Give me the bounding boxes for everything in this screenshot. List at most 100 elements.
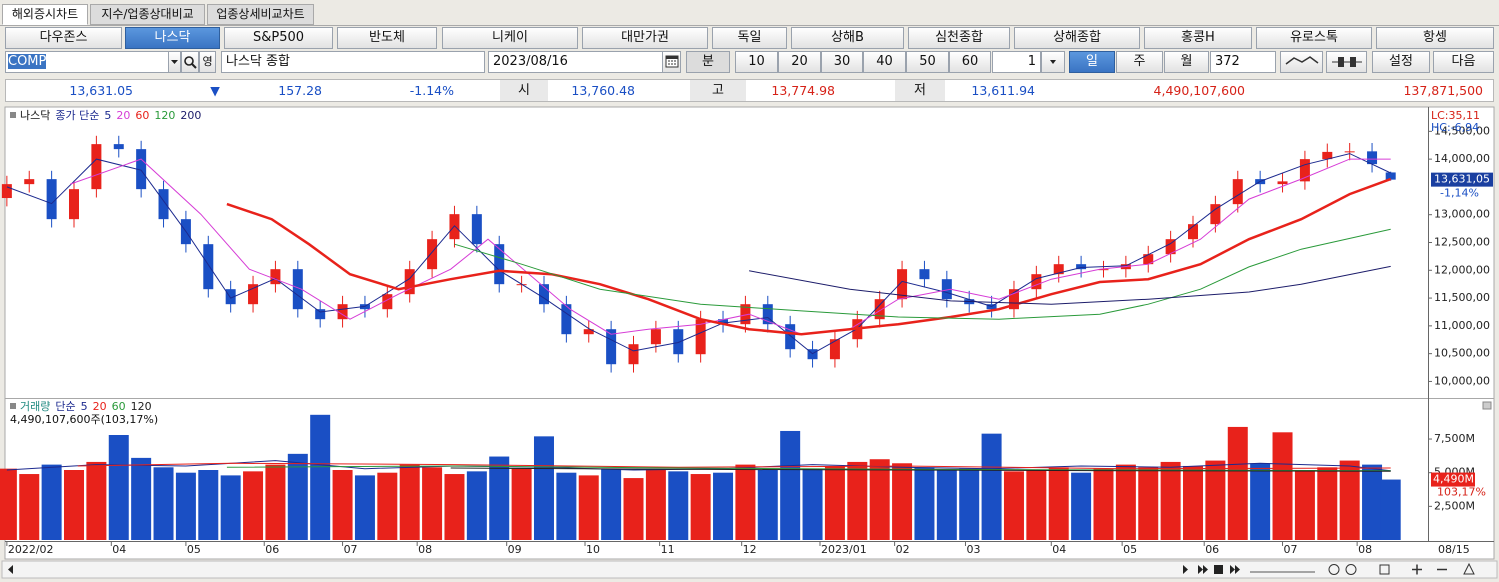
candle-body bbox=[292, 269, 303, 310]
candle-body bbox=[897, 269, 908, 300]
candle-body bbox=[69, 189, 80, 220]
volume-bar bbox=[668, 471, 689, 540]
volume-bar bbox=[578, 475, 599, 540]
legend-entry: 60 bbox=[135, 109, 149, 122]
next-button[interactable]: 다음 bbox=[1433, 51, 1494, 73]
zoom-in[interactable] bbox=[1412, 564, 1422, 575]
date-input[interactable]: 2023/08/16 bbox=[488, 51, 663, 73]
candle-icon bbox=[1331, 57, 1362, 67]
x-tick-label: 12 bbox=[743, 543, 757, 556]
candle-style-button[interactable] bbox=[1326, 51, 1367, 73]
period-button[interactable]: 주 bbox=[1116, 51, 1163, 73]
market-button[interactable]: 니케이 bbox=[442, 27, 578, 49]
step-dropdown[interactable] bbox=[1041, 51, 1065, 73]
tab[interactable]: 해외증시차트 bbox=[2, 4, 88, 25]
legend-entry: 5 bbox=[81, 400, 88, 413]
panel-title: 거래량 bbox=[20, 400, 50, 413]
volume-bar bbox=[1026, 470, 1047, 540]
y-tick-label: 12,500,00 bbox=[1434, 235, 1490, 248]
market-button[interactable]: 반도체 bbox=[337, 27, 437, 49]
search-button[interactable] bbox=[181, 51, 199, 73]
unit-button[interactable]: 분 bbox=[686, 51, 730, 73]
y-tick-label: 14,500,00 bbox=[1434, 124, 1490, 137]
minute-button[interactable]: 40 bbox=[863, 51, 906, 73]
tab[interactable]: 업종상세비교차트 bbox=[207, 4, 314, 25]
tab[interactable]: 지수/업종상대비교 bbox=[90, 4, 205, 25]
legend-label: 단순 bbox=[55, 400, 75, 413]
scroll-left[interactable] bbox=[8, 565, 13, 574]
volume-bar bbox=[287, 453, 308, 540]
name-box: 나스닥 종합 bbox=[221, 51, 485, 73]
volume-note: 4,490,107,600주(103,17%) bbox=[10, 413, 158, 426]
candle-body bbox=[136, 149, 147, 190]
x-tick-label: 06 bbox=[265, 543, 279, 556]
candle-body bbox=[718, 319, 729, 325]
legend-entry: 200 bbox=[180, 109, 201, 122]
candle-body bbox=[695, 319, 706, 355]
settings-icon[interactable] bbox=[1345, 564, 1357, 575]
code-input[interactable]: COMP bbox=[5, 51, 169, 73]
open-label: 시 bbox=[500, 80, 548, 101]
market-button[interactable]: 나스닥 bbox=[125, 27, 220, 49]
market-button[interactable]: 심천종합 bbox=[908, 27, 1010, 49]
stop-button[interactable] bbox=[1214, 565, 1223, 574]
minute-button[interactable]: 30 bbox=[821, 51, 863, 73]
market-button[interactable]: 항셍 bbox=[1376, 27, 1494, 49]
candle-body bbox=[404, 269, 415, 295]
volume-bar bbox=[19, 474, 40, 540]
panel-button[interactable] bbox=[1482, 401, 1492, 410]
x-tick-label: 07 bbox=[1284, 543, 1298, 556]
minute-button[interactable]: 20 bbox=[778, 51, 821, 73]
x-tick-label: 02 bbox=[896, 543, 910, 556]
market-button[interactable]: 대만가권 bbox=[582, 27, 708, 49]
market-button[interactable]: 유로스톡 bbox=[1256, 27, 1372, 49]
candle-body bbox=[449, 214, 460, 240]
play-button[interactable] bbox=[1198, 565, 1208, 574]
x-tick-label: 05 bbox=[1123, 543, 1137, 556]
market-button[interactable]: 독일 bbox=[712, 27, 787, 49]
quote-last: 13,631.05 bbox=[69, 83, 133, 98]
scrollbar bbox=[1, 560, 1498, 579]
ratio-label: 103,17% bbox=[1437, 486, 1486, 499]
candle-body bbox=[650, 329, 661, 345]
market-button[interactable]: S&P500 bbox=[224, 27, 333, 49]
font-icon[interactable] bbox=[1463, 562, 1475, 575]
moving-average-line bbox=[77, 462, 1391, 470]
hc-label: HC:-6,94 bbox=[1431, 121, 1479, 134]
volume-bar bbox=[690, 474, 711, 540]
chart: 10,000,00 10,500,00 11,000,00 11,500,00 12,0… bbox=[0, 106, 1495, 560]
fast-button[interactable] bbox=[1230, 565, 1240, 574]
candle-body bbox=[874, 299, 885, 320]
calendar-button[interactable] bbox=[662, 51, 681, 73]
dropdown[interactable] bbox=[168, 51, 181, 73]
candle-body bbox=[919, 269, 930, 280]
minute-button[interactable]: 60 bbox=[949, 51, 991, 73]
scroll-right[interactable] bbox=[1183, 565, 1188, 574]
period-button[interactable]: 월 bbox=[1164, 51, 1209, 73]
candle-body bbox=[1367, 151, 1378, 165]
volume-bar bbox=[444, 474, 465, 540]
minute-button[interactable]: 50 bbox=[906, 51, 949, 73]
search-icon bbox=[184, 56, 197, 69]
period-button[interactable]: 일 bbox=[1069, 51, 1115, 73]
lang-button[interactable]: 영 bbox=[199, 51, 216, 73]
window-icon[interactable] bbox=[1379, 564, 1390, 575]
settings-button[interactable]: 설정 bbox=[1372, 51, 1430, 73]
market-button[interactable]: 다우존스 bbox=[5, 27, 122, 49]
volume-bar bbox=[1003, 471, 1024, 540]
candle-body bbox=[606, 329, 617, 365]
step-select[interactable]: 1 bbox=[992, 51, 1041, 73]
market-button[interactable]: 홍콩H bbox=[1144, 27, 1252, 49]
panel-icon bbox=[10, 403, 16, 409]
minute-button[interactable]: 10 bbox=[735, 51, 778, 73]
count-input[interactable]: 372 bbox=[1210, 51, 1276, 73]
market-button[interactable]: 상해종합 bbox=[1014, 27, 1140, 49]
candle-body bbox=[1385, 172, 1396, 180]
zoom-icon[interactable] bbox=[1328, 564, 1340, 575]
moving-average-line bbox=[6, 153, 1391, 355]
volume-bar bbox=[1294, 470, 1315, 540]
chart-style-button[interactable] bbox=[1280, 51, 1323, 73]
market-button[interactable]: 상해B bbox=[791, 27, 904, 49]
x-tick-label: 11 bbox=[661, 543, 675, 556]
